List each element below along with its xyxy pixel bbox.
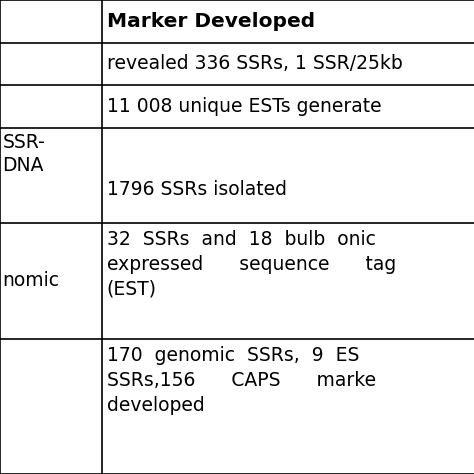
Text: nomic: nomic (2, 271, 59, 291)
Text: 11 008 unique ESTs generate: 11 008 unique ESTs generate (107, 97, 381, 116)
Text: 32  SSRs  and  18  bulb  onic
expressed      sequence      tag
(EST): 32 SSRs and 18 bulb onic expressed seque… (107, 230, 396, 299)
Text: Marker Developed: Marker Developed (107, 12, 315, 31)
Text: 170  genomic  SSRs,  9  ES
SSRs,156      CAPS      marke
developed: 170 genomic SSRs, 9 ES SSRs,156 CAPS mar… (107, 346, 376, 415)
Text: SSR-
DNA: SSR- DNA (2, 133, 45, 175)
Text: 1796 SSRs isolated: 1796 SSRs isolated (107, 180, 287, 199)
Text: revealed 336 SSRs, 1 SSR/25kb: revealed 336 SSRs, 1 SSR/25kb (107, 55, 402, 73)
